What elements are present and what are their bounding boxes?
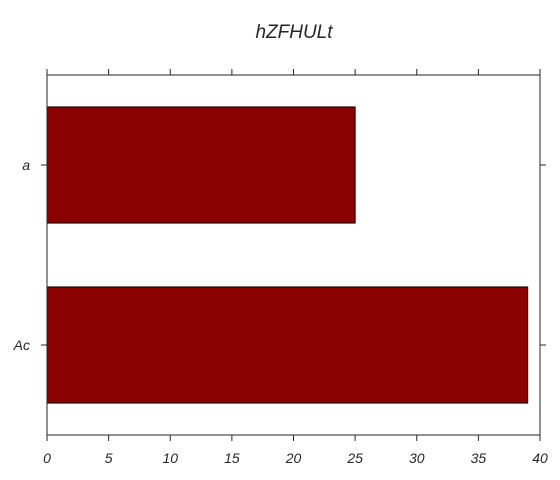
x-tick-label: 40 [532, 450, 548, 466]
x-tick-label: 30 [409, 450, 425, 466]
x-tick-label: 5 [105, 450, 113, 466]
x-tick-label: 35 [471, 450, 487, 466]
x-tick-label: 25 [346, 450, 363, 466]
x-tick-label: 20 [285, 450, 302, 466]
x-tick-label: 0 [43, 450, 51, 466]
bar-ac [47, 287, 528, 403]
x-tick-label: 10 [162, 450, 178, 466]
bar-a [47, 107, 355, 223]
chart-title: hZFHULt [255, 22, 333, 43]
y-tick-label: a [22, 157, 30, 173]
bars-layer [47, 107, 528, 403]
y-tick-label: Ac [13, 337, 30, 353]
x-tick-label: 15 [224, 450, 240, 466]
